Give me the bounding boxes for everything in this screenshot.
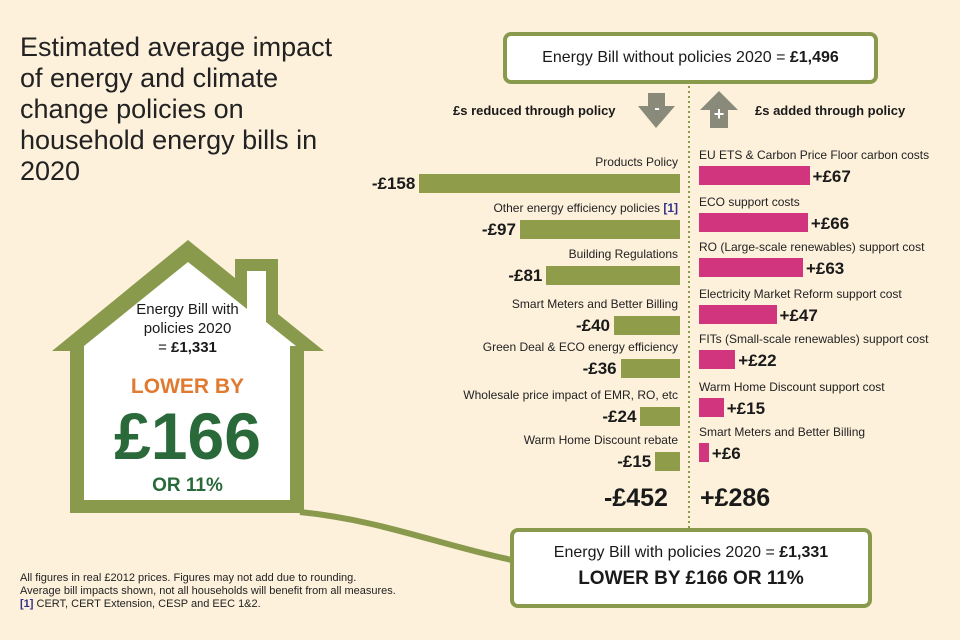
reduced-label: Products Policy xyxy=(595,155,678,169)
total-reduced: -£452 xyxy=(604,484,668,512)
added-bar xyxy=(699,350,736,369)
reduced-label-text: Smart Meters and Better Billing xyxy=(511,297,678,311)
footnote-line2: Average bill impacts shown, not all hous… xyxy=(20,585,396,597)
added-value: +£6 xyxy=(711,444,741,463)
added-value: +£47 xyxy=(779,306,818,325)
footnote-line3-text: CERT, CERT Extension, CESP and EEC 1&2. xyxy=(33,598,261,610)
added-label: Warm Home Discount support cost xyxy=(699,380,885,394)
reduced-label-text: Wholesale price impact of EMR, RO, etc xyxy=(463,388,678,402)
house-summary: Energy Bill with policies 2020 = £1,331 … xyxy=(80,300,295,497)
bill-without-policies-box: Energy Bill without policies 2020 = £1,4… xyxy=(503,32,878,84)
reduced-header: £s reduced through policy xyxy=(453,103,616,118)
added-value: +£67 xyxy=(812,167,851,186)
reduced-label: Other energy efficiency policies [1] xyxy=(493,201,678,215)
reduced-bar xyxy=(614,316,680,335)
bottom-box-line2: LOWER BY £166 OR 11% xyxy=(578,568,804,589)
footnote-line3: [1] CERT, CERT Extension, CESP and EEC 1… xyxy=(20,598,480,611)
reduced-label-text: Green Deal & ECO energy efficiency xyxy=(482,340,678,354)
bottom-box-line1-amount: £1,331 xyxy=(779,544,829,561)
reduced-label-ref: [1] xyxy=(660,201,678,215)
reduced-label-text: Products Policy xyxy=(595,155,678,169)
added-value: +£63 xyxy=(805,259,845,278)
added-value: +£15 xyxy=(726,399,766,418)
added-bar xyxy=(699,443,709,462)
reduced-bar xyxy=(519,220,680,239)
added-label: RO (Large-scale renewables) support cost xyxy=(699,240,925,254)
plus-symbol: + xyxy=(713,104,725,124)
house-line2: policies 2020 xyxy=(143,320,232,337)
added-header: £s added through policy xyxy=(755,103,906,118)
connector-line xyxy=(299,509,513,563)
added-label: FITs (Small-scale renewables) support co… xyxy=(699,332,929,346)
reduced-value: -£24 xyxy=(602,407,637,426)
reduced-value: -£81 xyxy=(508,266,543,285)
house-amount: £166 xyxy=(114,399,261,473)
footnote-line1: All figures in real £2012 prices. Figure… xyxy=(20,572,357,584)
house-bill-text: Energy Bill with policies 2020 = £1,331 xyxy=(80,300,295,357)
reduced-bar xyxy=(419,174,680,193)
added-bar xyxy=(699,305,777,324)
bill-with-policies-box: Energy Bill with policies 2020 = £1,331 … xyxy=(510,528,872,608)
footnote: All figures in real £2012 prices. Figure… xyxy=(20,572,480,611)
top-box-text: Energy Bill without policies 2020 = xyxy=(542,49,790,66)
reduced-bar xyxy=(620,359,680,378)
reduced-value: -£97 xyxy=(481,220,516,239)
reduced-label: Building Regulations xyxy=(569,247,678,261)
added-value: +£22 xyxy=(738,351,777,370)
reduced-value: -£40 xyxy=(575,316,610,335)
added-bar xyxy=(699,213,808,232)
added-label: ECO support costs xyxy=(699,195,800,209)
reduced-label-text: Other energy efficiency policies xyxy=(493,201,660,215)
added-label: EU ETS & Carbon Price Floor carbon costs xyxy=(699,148,930,162)
reduced-label-text: Building Regulations xyxy=(568,247,678,261)
plus-arrow-icon xyxy=(700,91,738,128)
page-title: Estimated average impact of energy and c… xyxy=(20,32,333,186)
bottom-box-line1: Energy Bill with policies 2020 = £1,331 xyxy=(514,544,868,562)
house-line3: = £1,331 xyxy=(80,338,295,357)
reduced-bar xyxy=(546,266,680,285)
house-fill xyxy=(84,262,296,500)
total-added: +£286 xyxy=(700,484,771,512)
added-label: Electricity Market Reform support cost xyxy=(699,287,902,301)
reduced-label: Warm Home Discount rebate xyxy=(524,433,678,447)
reduced-value: -£158 xyxy=(371,174,416,193)
reduced-value: -£36 xyxy=(582,359,617,378)
added-label: Smart Meters and Better Billing xyxy=(699,425,866,439)
added-value: +£66 xyxy=(810,214,850,233)
reduced-label-text: Warm Home Discount rebate xyxy=(523,433,678,447)
added-bar xyxy=(699,398,724,417)
added-bar xyxy=(699,166,810,185)
house-line1: Energy Bill with xyxy=(136,301,239,318)
reduced-label: Smart Meters and Better Billing xyxy=(512,297,678,311)
reduced-value: -£15 xyxy=(617,452,652,471)
top-box-amount: £1,496 xyxy=(789,49,839,66)
reduced-bar xyxy=(640,407,680,426)
footnote-ref: [1] xyxy=(20,598,34,610)
house-line3-prefix: = xyxy=(158,339,172,356)
house-line3-amount: £1,331 xyxy=(171,339,217,356)
minus-arrow-icon xyxy=(638,93,675,128)
minus-symbol: - xyxy=(654,100,660,117)
bottom-box-line1-text: Energy Bill with policies 2020 = xyxy=(553,544,780,561)
house-percent: OR 11% xyxy=(152,475,223,496)
reduced-label: Green Deal & ECO energy efficiency xyxy=(483,340,678,354)
reduced-bar xyxy=(655,452,680,471)
added-bar xyxy=(699,258,803,277)
reduced-label: Wholesale price impact of EMR, RO, etc xyxy=(463,388,678,402)
house-lower-by: LOWER BY xyxy=(130,375,245,398)
